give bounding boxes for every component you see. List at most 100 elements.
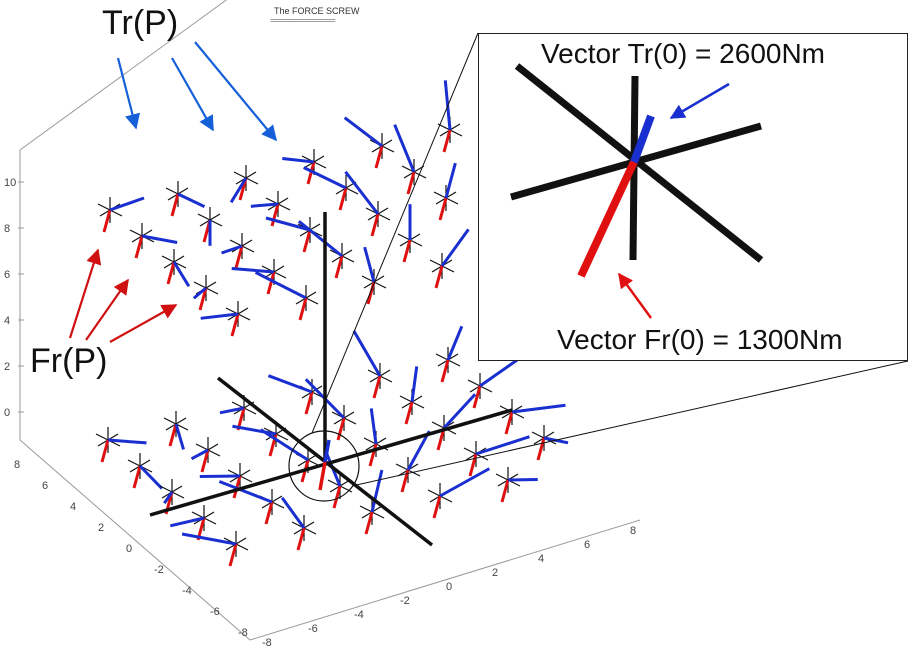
z-tick-label: 2 <box>4 361 10 373</box>
force-vector <box>434 265 444 289</box>
y-tick-label: -2 <box>154 564 164 576</box>
field-point <box>395 430 431 493</box>
field-point <box>190 437 221 473</box>
field-point <box>437 80 463 153</box>
torque-vector <box>280 496 306 529</box>
field-point <box>229 165 259 204</box>
x-axis-line <box>149 408 513 517</box>
torque-vector <box>406 430 431 471</box>
inset-force-vector <box>577 160 638 278</box>
torque-vector <box>231 266 275 274</box>
field-point <box>267 374 325 415</box>
field-point <box>433 162 459 221</box>
origin-zoom-inset: Vector Tr(0) = 2600Nm Vector Fr(0) = 130… <box>478 33 908 361</box>
field-point <box>165 181 206 217</box>
field-point <box>304 378 357 441</box>
field-point <box>397 204 423 263</box>
force-pointer-arrow <box>85 278 129 341</box>
torque-vector <box>303 166 347 190</box>
axes-box <box>19 0 641 641</box>
torque-vector <box>190 448 209 461</box>
torque-vector <box>181 532 237 546</box>
force-vector <box>264 501 274 525</box>
torque-vector <box>344 170 380 215</box>
force-vector-label: Vector Fr(0) = 1300Nm <box>557 324 843 355</box>
vector-field <box>95 80 569 567</box>
torque-vector <box>410 366 419 403</box>
torque-vector <box>221 244 243 255</box>
force-vector <box>438 197 448 221</box>
torque-pointer-arrow <box>116 57 141 130</box>
force-vector <box>168 423 178 447</box>
zoom-callout <box>288 32 909 502</box>
torque-vector <box>444 162 457 199</box>
x-tick-label: 0 <box>446 581 452 593</box>
inset-drawing <box>510 63 764 319</box>
y-tick-label: 0 <box>126 543 132 555</box>
y-tick-label: 8 <box>14 459 20 471</box>
torque-vector <box>172 261 191 288</box>
torque-vector <box>200 312 239 320</box>
callout-line-top <box>311 32 479 434</box>
origin-torque-vector <box>323 439 331 463</box>
force-vector <box>536 437 546 461</box>
field-point <box>303 166 359 211</box>
torque-vector <box>475 435 530 456</box>
torque-vector <box>229 177 248 204</box>
field-point <box>282 149 327 185</box>
force-vector <box>504 411 514 435</box>
force-vector <box>440 359 450 383</box>
x-tick-label: -4 <box>354 609 364 621</box>
force-vector <box>228 543 238 567</box>
torque-vector <box>352 330 382 377</box>
force-vector <box>338 187 348 211</box>
force-vector <box>334 255 344 279</box>
torque-vector <box>174 423 185 450</box>
axis-ticks: 10 8 6 4 2 0 8 6 4 2 0 -2 -4 -6 -8 -8 -6 -4 -2 0 2 4 6 8 <box>4 177 636 649</box>
torque-vector <box>267 374 313 394</box>
force-pointer-arrow <box>109 304 178 343</box>
torque-vector <box>138 464 164 490</box>
torque-vector <box>440 228 470 267</box>
force-vector <box>336 417 346 441</box>
field-point <box>499 399 566 435</box>
origin-force-vector <box>318 461 327 491</box>
y-tick-label: 6 <box>42 480 48 492</box>
field-point <box>352 330 393 399</box>
inset-torque-vector <box>630 114 655 164</box>
field-point <box>254 271 319 321</box>
y-tick-label: -6 <box>210 606 220 618</box>
torque-vector <box>370 469 384 513</box>
torque-vector <box>343 116 383 148</box>
force-vector <box>302 229 312 253</box>
field-point <box>250 191 291 227</box>
z-tick-label: 6 <box>4 269 10 281</box>
figure-title: The FORCE SCREW <box>274 6 360 16</box>
force-vector <box>198 287 208 311</box>
z-tick-label: 4 <box>4 315 10 327</box>
field-point <box>97 196 145 233</box>
y-tick-label: 4 <box>70 501 76 513</box>
force-vector <box>472 385 482 409</box>
force-vector <box>200 449 210 473</box>
field-point <box>429 228 470 289</box>
force-vector <box>266 271 276 295</box>
field-point <box>297 220 355 279</box>
x-tick-label: 8 <box>630 525 636 537</box>
force-vector <box>100 439 110 463</box>
torque-vector <box>177 192 206 208</box>
force-vector <box>296 527 306 551</box>
inset-torque-pointer <box>669 82 730 120</box>
field-point <box>197 207 223 246</box>
torque-vector <box>192 286 207 300</box>
inset-force-pointer <box>617 272 653 319</box>
x-tick-label: -2 <box>400 595 410 607</box>
force-vector <box>306 161 316 185</box>
torque-vector <box>199 474 241 479</box>
field-point <box>192 275 219 311</box>
field-point <box>129 223 178 259</box>
field-point <box>343 116 395 169</box>
force-vector <box>404 401 414 425</box>
force-vector <box>102 209 112 233</box>
x-tick-label: -6 <box>308 623 318 635</box>
